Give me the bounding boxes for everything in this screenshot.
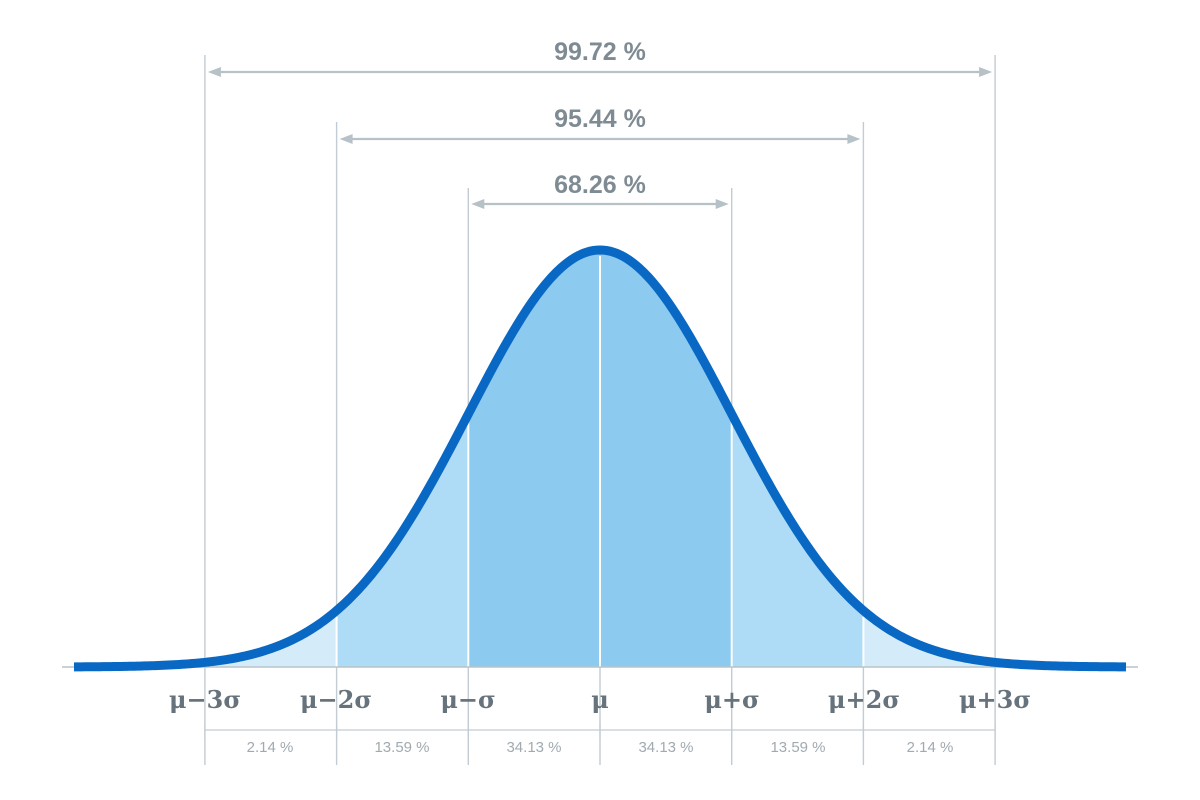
band-label-0-plus1: 34.13 %: [638, 739, 693, 756]
band-bracket-ticks: [204, 722, 996, 738]
band-fill-5: [863, 610, 996, 667]
band-fill-3: [600, 250, 732, 667]
arrowhead-2-right: [715, 199, 729, 209]
range-label-2sigma: 95.44 %: [554, 105, 646, 133]
range-label-1sigma: 68.26 %: [554, 171, 646, 199]
tick-label-mu-minus-3sigma: μ−3σ: [169, 685, 241, 714]
tick-label-mu: μ: [591, 685, 609, 714]
band-fill-0: [204, 610, 337, 667]
band-label-plus1-plus2: 13.59 %: [770, 739, 825, 756]
arrowhead-1-right: [847, 134, 861, 144]
bell-curve: [72, 245, 1128, 672]
arrowhead-0-left: [207, 67, 221, 77]
arrowhead-1-left: [339, 134, 353, 144]
tick-label-mu-plus-sigma: μ+σ: [704, 685, 759, 714]
range-arrows-layer: [207, 67, 993, 209]
range-label-3sigma: 99.72 %: [554, 38, 646, 66]
arrowhead-0-right: [979, 67, 993, 77]
tick-label-mu-plus-2sigma: μ+2σ: [828, 685, 900, 714]
tick-label-mu-minus-sigma: μ−σ: [440, 685, 495, 714]
band-label-minus2-minus1: 13.59 %: [374, 739, 429, 756]
band-label-minus1-0: 34.13 %: [506, 739, 561, 756]
band-label-plus2-plus3: 2.14 %: [907, 739, 954, 756]
arrowhead-2-left: [471, 199, 485, 209]
tick-label-mu-plus-3sigma: μ+3σ: [959, 685, 1031, 714]
band-fill-2: [468, 250, 600, 667]
tick-label-mu-minus-2sigma: μ−2σ: [300, 685, 372, 714]
band-label-minus3-minus2: 2.14 %: [247, 739, 294, 756]
guides-layer: [204, 55, 996, 765]
